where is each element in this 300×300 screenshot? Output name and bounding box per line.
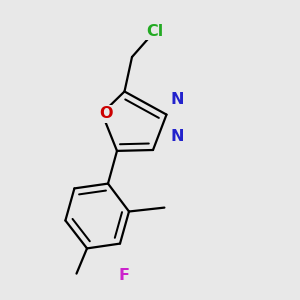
Text: N: N	[170, 92, 184, 106]
Text: O: O	[100, 106, 113, 122]
Text: Cl: Cl	[146, 24, 163, 39]
Text: F: F	[119, 268, 130, 284]
Text: N: N	[170, 129, 184, 144]
